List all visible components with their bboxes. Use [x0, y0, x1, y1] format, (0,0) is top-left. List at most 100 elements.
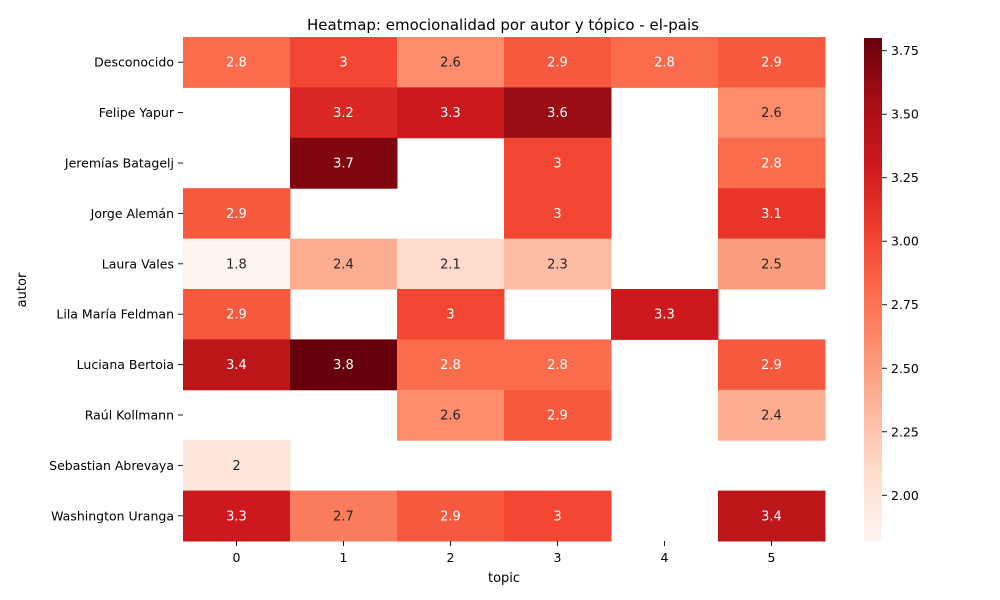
- colorbar-tick-label: 2.00: [891, 488, 919, 503]
- heatmap-cell: [504, 137, 612, 189]
- heatmap-cell: [290, 37, 398, 88]
- x-axis-ticks: 0 1 2 3 4 5: [233, 541, 776, 565]
- heatmap-cell: [611, 289, 719, 340]
- y-tick-label: Jeremías Batagelj: [64, 156, 174, 171]
- cell-value-label: 2.8: [440, 358, 461, 373]
- cell-value-label: 3.3: [654, 308, 675, 323]
- heatmap-cell: [504, 37, 612, 88]
- cell-value-label: 2.8: [226, 56, 247, 71]
- heatmap-cell: [397, 339, 505, 391]
- y-tick-label: Luciana Bertoia: [77, 357, 174, 372]
- y-tick-label: Washington Uranga: [51, 508, 174, 523]
- colorbar-tick-label: 3.25: [891, 170, 919, 185]
- x-tick-label: 2: [447, 550, 455, 565]
- heatmap-cell: [397, 289, 505, 340]
- heatmap-cell: [504, 87, 612, 139]
- cell-value-label: 2.9: [226, 308, 247, 323]
- y-tick-label: Laura Vales: [102, 256, 174, 271]
- colorbar-tick-label: 3.50: [891, 107, 919, 122]
- y-tick-label: Lila María Feldman: [56, 307, 174, 322]
- cell-value-label: 3: [446, 308, 454, 323]
- heatmap-cell: [504, 490, 612, 542]
- y-tick-label: Felipe Yapur: [99, 105, 175, 120]
- heatmap-cell: [504, 188, 612, 240]
- cell-value-label: 2.8: [761, 157, 782, 172]
- cell-value-label: 2.9: [547, 409, 568, 424]
- heatmap-cell: [397, 389, 505, 441]
- heatmap-cell: [397, 238, 505, 290]
- cell-value-label: 2.8: [547, 358, 568, 373]
- cell-value-label: 2.7: [333, 509, 354, 524]
- x-tick-label: 4: [661, 550, 669, 565]
- cell-value-label: 3.3: [226, 509, 247, 524]
- heatmap-cell: [718, 339, 826, 391]
- y-axis-label: autor: [15, 272, 30, 307]
- heatmap-cell: [504, 238, 612, 290]
- cell-value-label: 2.9: [440, 509, 461, 524]
- x-tick-label: 5: [768, 550, 776, 565]
- cell-value-label: 2.6: [440, 409, 461, 424]
- cell-value-label: 2.9: [761, 358, 782, 373]
- cell-value-label: 2.3: [547, 257, 568, 272]
- heatmap-cell: [290, 490, 398, 542]
- cell-value-label: 2.4: [761, 409, 782, 424]
- heatmap-cell: [504, 339, 612, 391]
- cell-value-label: 3.1: [761, 207, 782, 222]
- heatmap-cell: [397, 87, 505, 139]
- heatmap-cell: [504, 389, 612, 441]
- cell-value-label: 3.4: [761, 509, 782, 524]
- cell-value-label: 3.4: [226, 358, 247, 373]
- heatmap-cell: [183, 37, 291, 88]
- heatmap-cell: [718, 37, 826, 88]
- heatmap-cell: [183, 188, 291, 240]
- heatmap-cell: [183, 490, 291, 542]
- cell-value-label: 2.1: [440, 257, 461, 272]
- cell-value-label: 3.2: [333, 106, 354, 121]
- cell-value-label: 2.8: [654, 56, 675, 71]
- cell-value-label: 3: [553, 509, 561, 524]
- heatmap-cell: [718, 188, 826, 240]
- colorbar-tick-label: 2.75: [891, 297, 919, 312]
- heatmap-cell: [183, 339, 291, 391]
- heatmap-cell: [183, 289, 291, 340]
- x-tick-label: 3: [554, 550, 562, 565]
- y-tick-label: Jorge Alemán: [90, 206, 174, 221]
- cell-value-label: 2: [232, 459, 240, 474]
- y-tick-label: Desconocido: [94, 55, 174, 70]
- y-tick-label: Raúl Kollmann: [85, 408, 174, 423]
- heatmap-cells: 2.8 3 2.6 2.9 2.8 2.9 3.2 3.3 3.6 2.6 3.7 3 2.8 2.9 3 3…: [183, 37, 826, 542]
- heatmap-cell: [290, 238, 398, 290]
- heatmap-cell: [718, 87, 826, 139]
- heatmap-cell: [183, 440, 291, 492]
- heatmap-cell: [718, 389, 826, 441]
- cell-value-label: 2.6: [761, 106, 782, 121]
- heatmap-cell: [183, 238, 291, 290]
- cell-value-label: 2.9: [547, 56, 568, 71]
- chart-title: Heatmap: emocionalidad por autor y tópic…: [307, 16, 699, 34]
- colorbar: [864, 38, 882, 541]
- x-axis-label: topic: [488, 571, 520, 586]
- heatmap-cell: [397, 37, 505, 88]
- heatmap-cell: [290, 137, 398, 189]
- cell-value-label: 2.9: [226, 207, 247, 222]
- x-tick-label: 1: [340, 550, 348, 565]
- cell-value-label: 3: [553, 207, 561, 222]
- heatmap-cell: [290, 87, 398, 139]
- cell-value-label: 3.6: [547, 106, 568, 121]
- cell-value-label: 3: [339, 56, 347, 71]
- heatmap-cell: [718, 238, 826, 290]
- heatmap-cell: [397, 490, 505, 542]
- x-tick-label: 0: [233, 550, 241, 565]
- cell-value-label: 2.6: [440, 56, 461, 71]
- cell-value-label: 3.3: [440, 106, 461, 121]
- cell-value-label: 3.8: [333, 358, 354, 373]
- heatmap-cell: [611, 37, 719, 88]
- y-tick-label: Sebastian Abrevaya: [49, 458, 174, 473]
- colorbar-tick-label: 2.50: [891, 361, 919, 376]
- cell-value-label: 1.8: [226, 257, 247, 272]
- cell-value-label: 3: [553, 157, 561, 172]
- heatmap-cell: [718, 137, 826, 189]
- cell-value-label: 2.9: [761, 56, 782, 71]
- cell-value-label: 3.7: [333, 157, 354, 172]
